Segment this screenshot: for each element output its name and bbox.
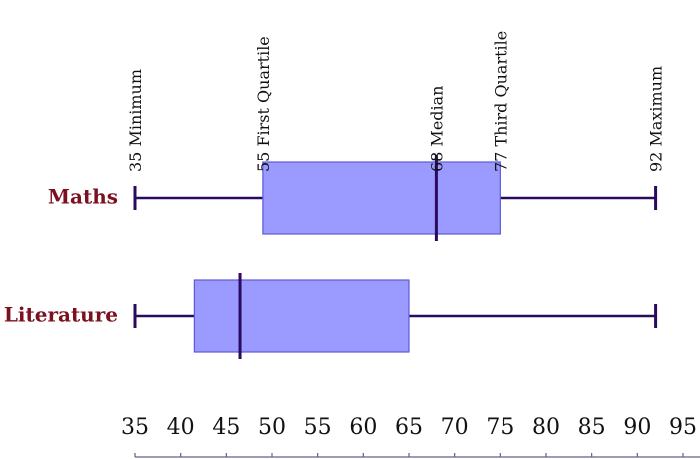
iqr-box-maths bbox=[262, 161, 501, 235]
annotations-layer: 35 Minimum 55 First Quartile 68 Median 77 T… bbox=[126, 31, 666, 172]
x-tick-label: 35 bbox=[121, 415, 149, 440]
box-maths bbox=[133, 155, 658, 241]
x-tick-label: 50 bbox=[258, 415, 286, 440]
boxes-layer bbox=[133, 155, 658, 359]
iqr-box-literature bbox=[193, 279, 410, 353]
annotation-label: 92 Maximum bbox=[647, 66, 666, 172]
x-tick-label: 90 bbox=[623, 415, 651, 440]
x-tick-label: 65 bbox=[395, 415, 423, 440]
x-tick-label: 70 bbox=[441, 415, 469, 440]
x-tick-label: 75 bbox=[486, 415, 514, 440]
x-tick-label: 95 bbox=[669, 415, 697, 440]
category-label-maths: Maths bbox=[48, 185, 118, 209]
x-tick-label: 40 bbox=[167, 415, 195, 440]
x-tick-label: 55 bbox=[304, 415, 332, 440]
x-tick-label: 80 bbox=[532, 415, 560, 440]
annotation-label: 77 Third Quartile bbox=[491, 31, 510, 172]
category-label-literature: Literature bbox=[4, 303, 118, 327]
x-axis: 35 40 45 50 55 60 65 70 75 80 85 90 95 bbox=[121, 415, 700, 458]
annotation-label: 35 Minimum bbox=[126, 69, 145, 172]
x-tick-label: 45 bbox=[212, 415, 240, 440]
annotation-label: 55 First Quartile bbox=[254, 36, 273, 172]
x-tick-label: 60 bbox=[349, 415, 377, 440]
box-literature bbox=[133, 273, 658, 359]
category-labels: Maths Literature bbox=[4, 185, 118, 327]
x-tick-label: 85 bbox=[578, 415, 606, 440]
annotation-label: 68 Median bbox=[427, 85, 446, 172]
